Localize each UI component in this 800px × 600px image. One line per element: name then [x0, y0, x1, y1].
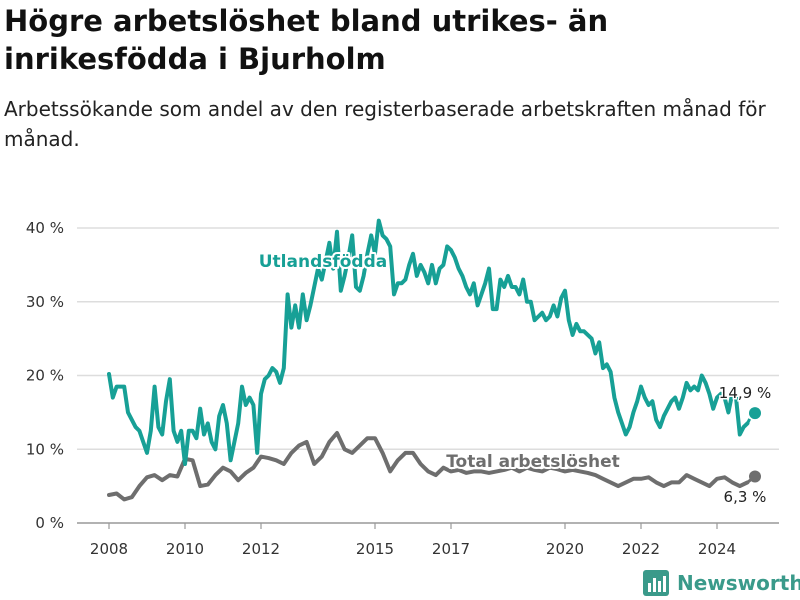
x-tick-label: 2020: [546, 540, 584, 558]
x-tick-label: 2008: [90, 540, 128, 558]
y-tick-label: 10 %: [26, 440, 64, 458]
page-subtitle: Arbetssökande som andel av den registerb…: [4, 97, 766, 151]
series-name-label: Total arbetslöshet: [446, 452, 620, 472]
series-end-value-label: 6,3 %: [724, 488, 767, 506]
y-tick-label: 40 %: [26, 219, 64, 237]
x-tick-label: 2024: [698, 540, 736, 558]
x-tick-label: 2017: [432, 540, 470, 558]
brand-name: Newsworthy: [677, 571, 800, 595]
series-end-value-label: 14,9 %: [719, 384, 771, 402]
x-axis-ticks: 2008 2010 2012 2015 2017 2020 2022 2024: [90, 523, 736, 558]
bar-chart-logo-icon: [643, 570, 669, 596]
y-axis-ticks: 0 % 10 % 20 % 30 % 40 %: [26, 219, 64, 532]
series-line-utlandsfodda: [107, 218, 750, 466]
page-title: Högre arbetslöshet bland utrikes- än inr…: [4, 4, 609, 76]
x-tick-label: 2015: [356, 540, 394, 558]
series-lines: [107, 218, 761, 502]
brand-logo: Newsworthy: [643, 568, 800, 598]
x-tick-label: 2022: [622, 540, 660, 558]
y-tick-label: 30 %: [26, 293, 64, 311]
x-tick-label: 2012: [242, 540, 280, 558]
series-name-label: Utlandsfödda: [259, 252, 388, 272]
series-line-total: [107, 431, 750, 502]
x-tick-label: 2010: [166, 540, 204, 558]
y-tick-label: 20 %: [26, 367, 64, 385]
y-tick-label: 0 %: [35, 514, 64, 532]
gridlines: [77, 227, 779, 524]
series-labels: Utlandsfödda Total arbetslöshet 14,9 % 6,3 …: [257, 250, 773, 508]
series-end-point: [749, 407, 761, 420]
series-end-point: [749, 470, 761, 483]
